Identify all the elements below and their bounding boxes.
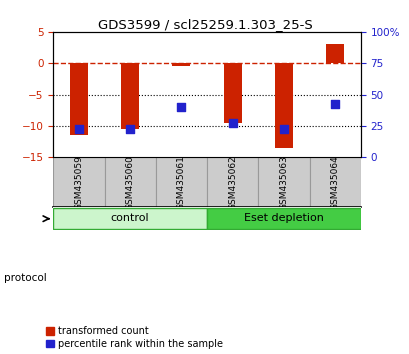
Text: GSM435061: GSM435061 bbox=[177, 155, 185, 210]
Point bbox=[229, 120, 235, 126]
Point bbox=[126, 126, 133, 132]
Text: GSM435062: GSM435062 bbox=[228, 155, 236, 210]
Text: GDS3599 / scl25259.1.303_25-S: GDS3599 / scl25259.1.303_25-S bbox=[97, 18, 312, 31]
Bar bbox=[207, 209, 360, 229]
Text: control: control bbox=[110, 213, 149, 223]
Point bbox=[331, 101, 338, 107]
Bar bbox=[53, 209, 207, 229]
Text: GSM435059: GSM435059 bbox=[74, 155, 83, 210]
Point bbox=[75, 126, 82, 132]
Bar bbox=[172, 63, 190, 66]
Text: protocol: protocol bbox=[4, 273, 47, 283]
Text: GSM435063: GSM435063 bbox=[279, 155, 288, 210]
Bar bbox=[70, 63, 88, 135]
Bar bbox=[207, 157, 258, 207]
Point bbox=[178, 104, 184, 110]
Bar bbox=[223, 63, 241, 123]
Bar bbox=[274, 63, 292, 148]
Text: GSM435064: GSM435064 bbox=[330, 155, 339, 210]
Bar bbox=[326, 44, 343, 63]
Legend: transformed count, percentile rank within the sample: transformed count, percentile rank withi… bbox=[46, 326, 223, 349]
Bar bbox=[155, 157, 207, 207]
Bar bbox=[258, 157, 309, 207]
Point bbox=[280, 126, 286, 132]
Text: GSM435060: GSM435060 bbox=[126, 155, 134, 210]
Bar bbox=[104, 157, 155, 207]
Text: Eset depletion: Eset depletion bbox=[243, 213, 323, 223]
Bar bbox=[121, 63, 139, 129]
Bar bbox=[53, 157, 104, 207]
Bar bbox=[309, 157, 360, 207]
